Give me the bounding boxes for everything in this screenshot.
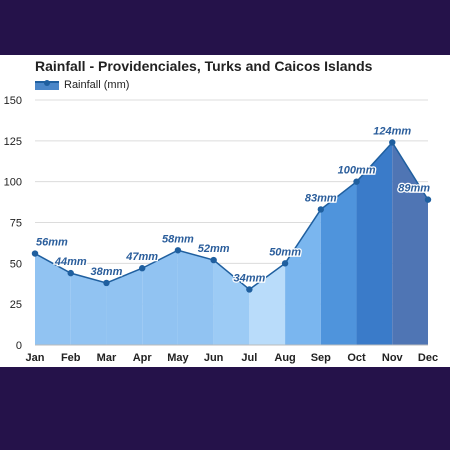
area-band-jun (213, 260, 250, 345)
area-band-jan (35, 253, 71, 345)
legend[interactable]: Rainfall (mm) (35, 78, 129, 92)
y-tick-label: 50 (10, 258, 22, 270)
data-point-may (174, 247, 182, 254)
data-label: 89mm (398, 183, 430, 195)
data-point-nov (389, 139, 396, 146)
x-tick-label: Mar (97, 352, 117, 364)
data-label: 44mm (54, 256, 87, 268)
series-line (34, 141, 429, 291)
x-tick-label: Sep (311, 352, 331, 364)
y-tick-label: 0 (16, 340, 22, 352)
data-label: 38mm (91, 266, 123, 278)
area-band-oct (356, 142, 393, 345)
area-band-aug (285, 209, 321, 345)
area-band-apr (142, 250, 178, 345)
data-label: 50mm (269, 246, 301, 258)
y-tick-label: 100 (4, 177, 22, 189)
y-tick-label: 75 (10, 218, 22, 230)
y-tick-label: 150 (4, 95, 22, 107)
x-tick-label: Apr (133, 352, 153, 364)
x-tick-label: Oct (347, 352, 366, 364)
x-tick-label: May (167, 352, 189, 364)
data-label: 100mm (338, 165, 376, 177)
data-point-jul (246, 286, 253, 293)
x-tick-label: Dec (418, 352, 438, 364)
data-label: 56mm (36, 237, 68, 249)
data-point-sep (317, 206, 325, 213)
area-band-sep (320, 181, 357, 345)
data-label: 47mm (125, 251, 158, 263)
x-tick-label: Jun (204, 352, 224, 364)
y-tick-label: 25 (10, 299, 22, 311)
data-point-jan (31, 250, 39, 257)
x-tick-label: Jul (241, 352, 257, 364)
data-point-oct (353, 178, 360, 185)
data-point-mar (103, 279, 110, 287)
y-tick-label: 125 (4, 136, 22, 148)
data-point-apr (138, 265, 146, 272)
data-point-jun (210, 256, 217, 264)
x-tick-label: Aug (274, 352, 295, 364)
data-label: 124mm (373, 125, 411, 137)
x-tick-label: Feb (61, 352, 81, 364)
data-point-dec (424, 196, 432, 203)
data-label: 52mm (198, 243, 230, 255)
chart-title: Rainfall - Providenciales, Turks and Cai… (35, 58, 373, 74)
legend-swatch (35, 79, 59, 90)
legend-label: Rainfall (mm) (64, 79, 130, 91)
data-label: 34mm (233, 272, 265, 284)
data-label: 58mm (162, 233, 194, 245)
area-band-nov (392, 142, 428, 345)
data-point-aug (281, 260, 289, 267)
area-band-may (177, 250, 214, 345)
data-point-feb (67, 269, 74, 277)
x-tick-label: Jan (26, 352, 45, 364)
area-band-mar (106, 268, 143, 345)
x-tick-label: Nov (382, 352, 404, 364)
data-label: 83mm (305, 192, 337, 204)
area-band-feb (70, 273, 107, 345)
